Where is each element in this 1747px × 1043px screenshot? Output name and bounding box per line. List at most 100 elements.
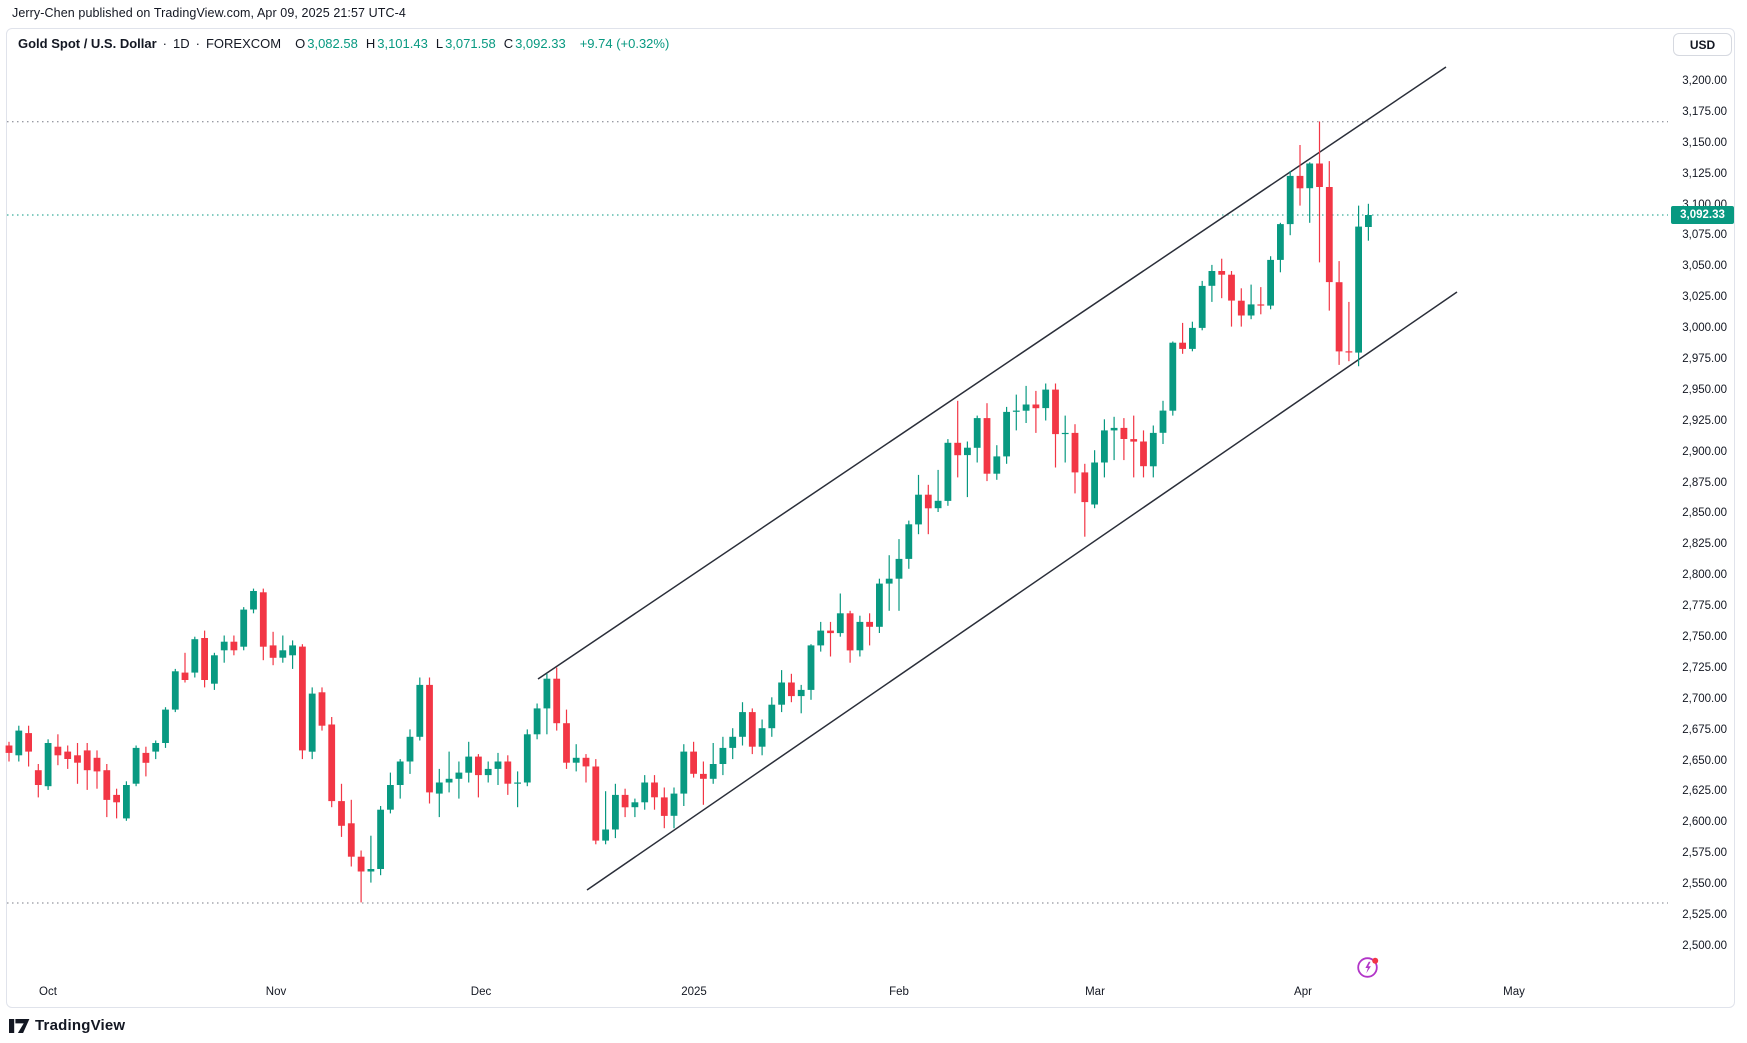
candle-body — [171, 671, 179, 710]
boost-circle — [1357, 957, 1378, 978]
time-axis-label: Feb — [889, 986, 909, 998]
candle-body — [475, 756, 482, 776]
candle-body — [142, 752, 150, 763]
interval-label: 1D — [173, 36, 190, 51]
candle-body — [934, 500, 942, 509]
candle-body — [15, 730, 23, 756]
candle-body — [25, 733, 32, 752]
last-price-badge: 3,092.33 — [1671, 206, 1734, 224]
candle-body — [357, 856, 365, 872]
candle-body — [34, 770, 42, 785]
candle-body — [1140, 441, 1147, 467]
candle-body — [1071, 432, 1079, 473]
price-axis-label: 2,700.00 — [1682, 692, 1727, 705]
price-axis-label: 2,875.00 — [1682, 476, 1727, 489]
candle-body — [572, 757, 580, 763]
price-axis-label: 2,850.00 — [1682, 507, 1727, 520]
price-axis-label: 2,650.00 — [1682, 754, 1727, 767]
time-axis-label: Apr — [1294, 986, 1312, 998]
time-axis-label: Mar — [1085, 986, 1105, 998]
candle-body — [240, 609, 248, 647]
price-axis-label: 2,750.00 — [1682, 630, 1727, 643]
currency-toggle-button[interactable]: USD — [1673, 33, 1732, 56]
candle-body — [435, 782, 443, 794]
candle-body — [259, 592, 267, 647]
candle-body — [1061, 432, 1069, 435]
candle-body — [1003, 411, 1010, 457]
candle-body — [670, 793, 678, 816]
candle-body — [592, 766, 600, 841]
high-label: H — [365, 36, 376, 51]
candle-body — [494, 761, 502, 769]
candle-body — [504, 761, 512, 784]
candle-body — [1081, 472, 1089, 503]
candle-body — [1022, 404, 1030, 411]
price-axis-label: 2,900.00 — [1682, 445, 1727, 458]
time-axis-label: Oct — [39, 986, 57, 998]
candle-body — [220, 641, 228, 651]
price-axis-label: 2,600.00 — [1682, 816, 1727, 829]
price-axis-label: 3,150.00 — [1682, 136, 1727, 149]
candle-body — [54, 746, 62, 756]
candle-body — [318, 692, 326, 726]
close-value: 3,092.33 — [515, 36, 566, 51]
candle-body — [5, 745, 13, 753]
channel-trendlines[interactable] — [537, 66, 1458, 891]
channel-upper[interactable] — [537, 66, 1447, 680]
candle-body — [1335, 282, 1343, 352]
time-axis-label: Nov — [265, 986, 287, 998]
candle-body — [328, 724, 336, 802]
tradingview-attribution[interactable]: TradingView — [9, 1017, 125, 1034]
candle-body — [445, 778, 453, 783]
publish-header: Jerry-Chen published on TradingView.com,… — [12, 6, 406, 20]
open-value: 3,082.58 — [307, 36, 358, 51]
candle-body — [973, 418, 981, 448]
candle-body — [1306, 163, 1314, 189]
candle-body — [426, 684, 433, 793]
price-axis-label: 2,800.00 — [1682, 569, 1727, 582]
candle-body — [1365, 215, 1372, 227]
candle-body — [680, 751, 688, 794]
candle-body — [162, 709, 169, 743]
candle-body — [1228, 274, 1235, 301]
price-axis-label: 3,125.00 — [1682, 167, 1727, 180]
channel-lower[interactable] — [586, 291, 1458, 891]
price-axis-label: 2,675.00 — [1682, 723, 1727, 736]
candle-body — [347, 823, 355, 857]
candle-body — [1189, 327, 1196, 349]
candle-body — [289, 645, 296, 656]
price-axis-label: 2,975.00 — [1682, 352, 1727, 365]
candle-body — [641, 782, 649, 803]
candle-body — [406, 736, 414, 762]
notification-dot — [1372, 957, 1379, 964]
price-axis-label: 2,575.00 — [1682, 847, 1727, 860]
candle-body — [700, 773, 707, 779]
high-value: 3,101.43 — [377, 36, 428, 51]
candle-body — [876, 583, 883, 627]
candle-body — [954, 442, 962, 456]
candle-body — [543, 678, 551, 709]
candle-body — [885, 578, 893, 584]
price-axis-label: 3,075.00 — [1682, 229, 1727, 242]
candle-body — [817, 630, 825, 646]
candle-body — [44, 743, 52, 787]
candle-body — [1149, 432, 1157, 467]
candle-body — [132, 747, 140, 784]
candle-body — [74, 755, 81, 763]
candle-body — [377, 809, 384, 869]
price-axis-label: 3,050.00 — [1682, 260, 1727, 273]
price-axis-label: 3,200.00 — [1682, 75, 1727, 87]
candle-body — [338, 801, 345, 826]
candle-body — [1277, 224, 1284, 260]
low-value: 3,071.58 — [445, 36, 496, 51]
candle-body — [660, 797, 668, 816]
candle-body — [1208, 271, 1216, 286]
boost-icon[interactable] — [1356, 955, 1381, 980]
candle-body — [533, 708, 541, 735]
candle-body — [924, 494, 932, 509]
symbol-legend-row: Gold Spot / U.S. Dollar · 1D · FOREXCOM … — [18, 36, 669, 51]
price-axis-label: 3,000.00 — [1682, 322, 1727, 335]
price-axis-label: 2,725.00 — [1682, 661, 1727, 674]
candle-body — [748, 712, 756, 747]
